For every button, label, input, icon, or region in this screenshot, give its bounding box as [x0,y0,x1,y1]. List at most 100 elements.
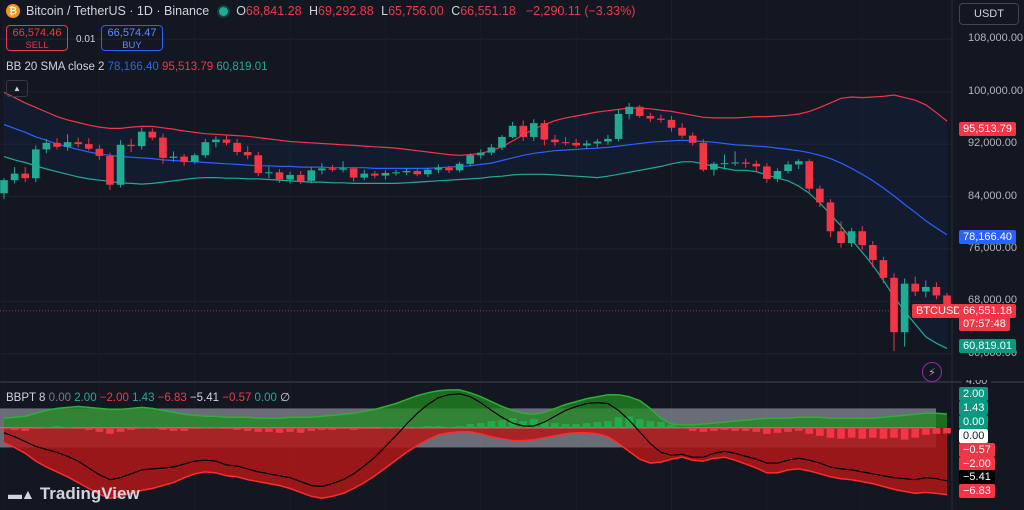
candle-body [805,161,814,189]
collapse-legend-button[interactable]: ▲ [6,80,28,97]
bbpt-legend-value: 2.00 [71,392,97,404]
open-key: O [236,4,246,18]
osc-power-bar [318,427,326,430]
candle [233,138,241,156]
candle [720,154,729,170]
candle-body [794,161,803,165]
candle [869,241,877,268]
osc-bull-line [3,389,948,426]
chart-header: ₿ Bitcoin / TetherUS · 1D · Binance O68,… [6,4,635,18]
osc-bull-power-label: 1.43 [959,401,989,415]
osc-power-bar [339,427,347,429]
candle [816,185,824,208]
candles [0,102,951,352]
osc-bear-label: −2.00 [959,457,995,471]
candle-body [434,167,443,170]
candle [890,273,898,352]
osc-power-bar [455,425,464,428]
candle-body [307,170,316,181]
candle-body [529,123,538,137]
bbpt-legend[interactable]: BBPT 8 0.00 2.00 −2.00 1.43 −6.83 −5.41 … [6,390,290,404]
close-key: C [451,4,461,18]
candle-body [74,142,82,145]
symbol-title[interactable]: Bitcoin / TetherUS · 1D · Binance [26,4,210,18]
candle-body [551,139,559,143]
candle-body [349,168,358,178]
candle-body [413,171,422,175]
osc-power-bar [42,426,51,428]
candle-body [816,188,824,203]
buy-button[interactable]: 66,574.47 BUY [101,25,163,51]
candle-body [932,286,941,296]
candle-body [360,173,369,178]
low-key: L [381,4,389,18]
candle-body [678,127,686,136]
osc-power-bar [21,427,30,431]
bb-upper-value: 95,513.79 [162,61,214,73]
candle-body [180,156,188,162]
bbpt-legend-value: 0.00 [48,392,72,404]
candle-body [445,167,453,171]
candle [551,134,559,147]
candle [476,149,485,160]
candle-body [63,142,72,147]
osc-power-bar [296,427,305,433]
candle-body [455,163,464,171]
bbpt-name: BBPT 8 [6,392,46,404]
bbpt-legend-value: ∅ [276,392,291,404]
bb-fill-area [4,92,947,349]
bollinger-legend[interactable]: BB 20 SMA close 2 78,166.40 95,513.79 60… [6,61,268,73]
candle-body [116,144,125,185]
candle [699,138,708,172]
candle [455,161,464,173]
candle-body [519,125,527,137]
candle-body [424,169,432,175]
currency-selector[interactable]: USDT [959,3,1019,25]
osc-power-bar [201,426,210,428]
sell-button[interactable]: 66,574.46 SELL [6,25,68,51]
osc-power-bar [784,427,792,432]
osc-power-bar [265,427,273,432]
candle-body [699,142,708,170]
open-value: 68,841.28 [245,4,302,18]
candle [84,138,93,151]
ohlc-values: O68,841.28 H69,292.88 L65,756.00 C66,551… [236,4,520,18]
osc-power-bar [116,427,125,432]
candle [413,169,422,177]
candle [487,144,496,156]
candle [763,163,771,183]
close-value: 66,551.18 [460,4,516,18]
candle [254,152,263,177]
lightning-icon[interactable]: ⚡ [922,362,942,382]
candle [625,102,633,120]
candle-body [710,163,718,170]
osc-power-bar [254,427,263,432]
candle [0,178,8,200]
candle [773,168,782,183]
candle [678,123,686,139]
candle [434,164,443,173]
candle [180,153,188,166]
candle-body [21,173,30,179]
candle-body [159,137,167,158]
candle-body [879,260,888,278]
osc-power-bar [476,423,485,428]
candle [31,145,40,183]
candle-body [943,295,951,311]
candle [741,158,750,168]
bbpt-legend-value: 0.00 [251,392,277,404]
candle-body [190,155,199,162]
candle [794,159,803,170]
tradingview-logo[interactable]: ▬▲ TradingView [8,484,140,504]
osc-power-bar [911,427,920,438]
price-tick-label: 92,000.00 [968,137,1017,150]
bitcoin-icon[interactable]: ₿ [6,4,20,18]
candle-body [286,174,294,180]
bb-lower-line [3,156,948,349]
osc-power-bar [137,426,146,428]
candle-body [784,164,792,171]
symbol-label: BTCUSDT [912,304,972,318]
candle [349,167,358,182]
candle-body [222,139,231,143]
